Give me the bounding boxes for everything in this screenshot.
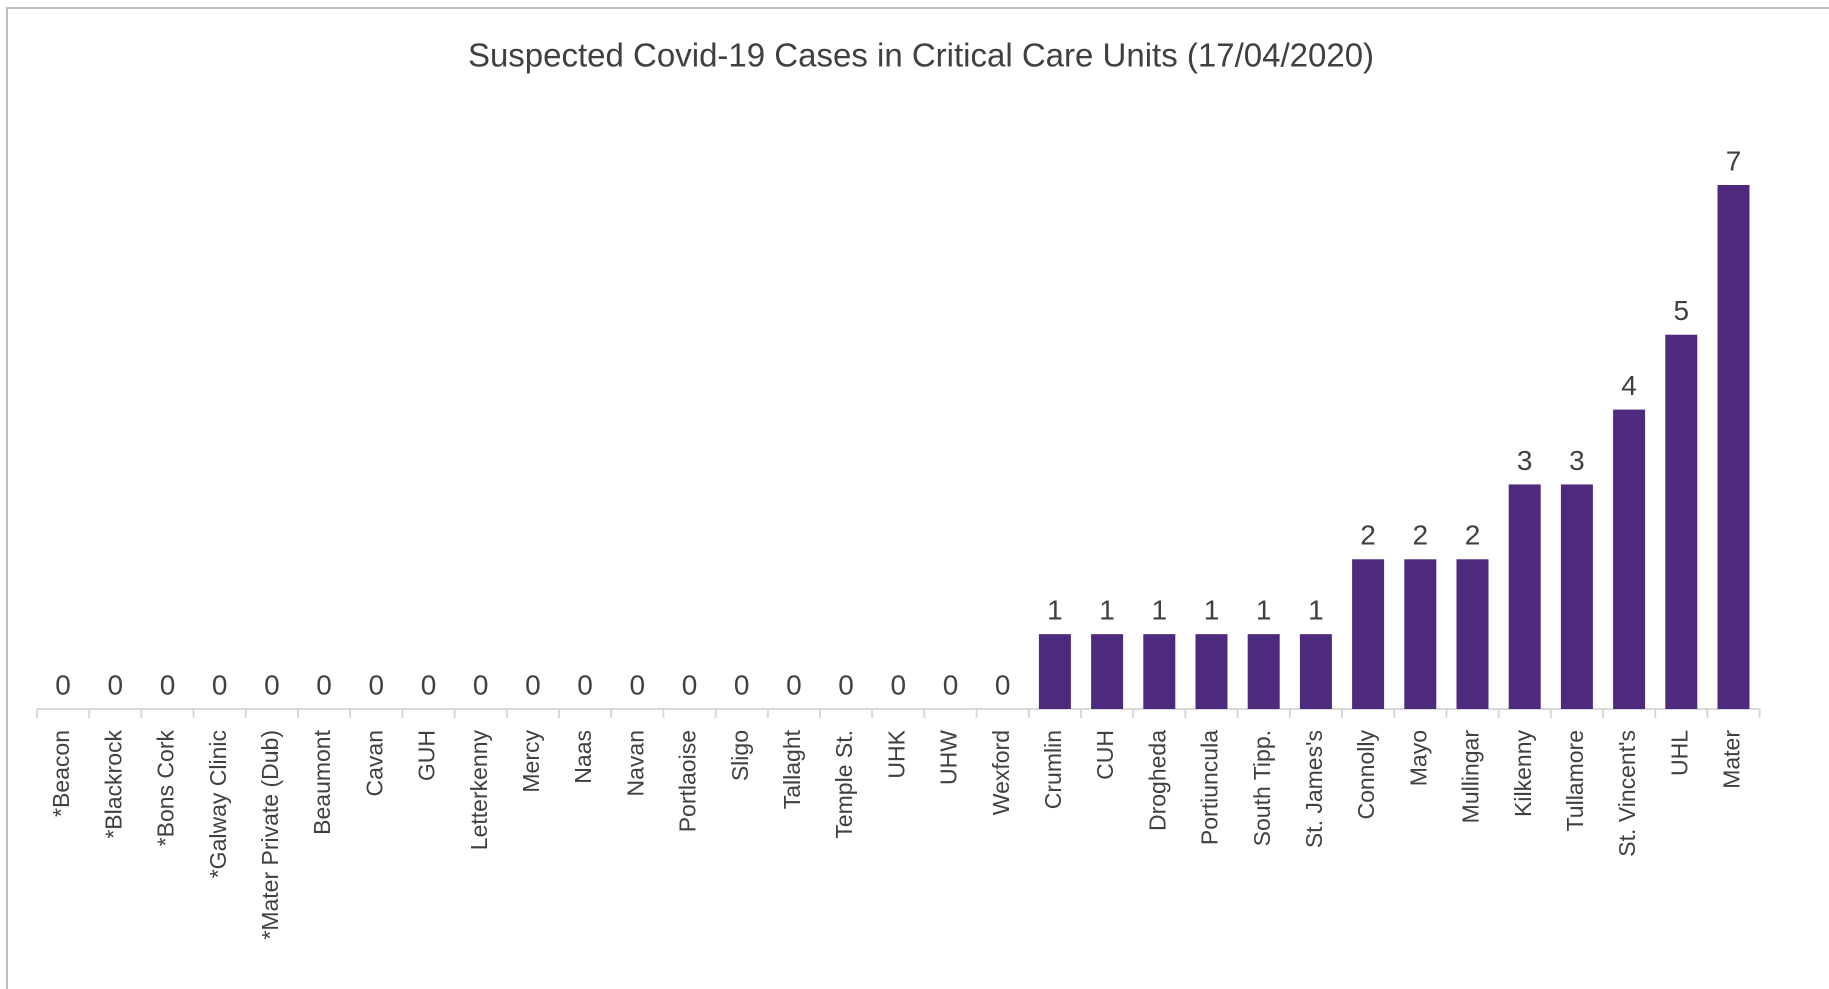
data-label: 4: [1621, 370, 1637, 401]
data-label: 0: [473, 669, 489, 700]
bar: [1299, 634, 1332, 709]
bar: [1560, 484, 1593, 709]
data-label: 3: [1517, 445, 1533, 476]
x-tick-label: UHW: [936, 730, 962, 785]
chart-border: [6, 7, 1829, 989]
x-tick-label: St. James's: [1301, 730, 1327, 848]
x-tick-label: Connolly: [1353, 730, 1379, 820]
bar: [1717, 185, 1750, 709]
data-label: 0: [264, 669, 280, 700]
data-label: 0: [160, 669, 176, 700]
data-label: 1: [1204, 595, 1220, 626]
x-tick-label: Portiuncula: [1197, 730, 1223, 845]
bar: [1091, 634, 1124, 709]
data-label: 2: [1413, 520, 1429, 551]
bar: [1195, 634, 1228, 709]
bar: [1508, 484, 1541, 709]
x-tick-label: UHL: [1666, 730, 1692, 776]
x-tick-label: Navan: [622, 730, 648, 796]
x-tick-label: Portlaoise: [675, 730, 701, 832]
data-label: 7: [1726, 145, 1742, 176]
x-tick-label: Naas: [570, 730, 596, 784]
x-tick-label: Beaumont: [309, 729, 335, 834]
x-tick-label: *Beacon: [48, 730, 74, 817]
bar: [1404, 559, 1437, 709]
x-tick-label: Mayo: [1405, 730, 1431, 786]
x-tick-label: Mater: [1719, 730, 1745, 789]
chart-title: Suspected Covid-19 Cases in Critical Car…: [468, 37, 1374, 74]
bar: [1247, 634, 1280, 709]
data-label: 0: [838, 669, 854, 700]
bar: [1143, 634, 1176, 709]
data-label: 1: [1047, 595, 1063, 626]
x-tick-label: *Mater Private (Dub): [257, 730, 283, 940]
x-tick-label: Cavan: [361, 730, 387, 796]
bar: [1352, 559, 1385, 709]
data-label: 1: [1256, 595, 1272, 626]
data-label: 0: [995, 669, 1011, 700]
data-label: 1: [1152, 595, 1168, 626]
x-tick-label: UHK: [883, 729, 909, 778]
data-label: 0: [943, 669, 959, 700]
bar: [1613, 409, 1646, 709]
data-label: 0: [525, 669, 541, 700]
data-label: 0: [577, 669, 593, 700]
data-label: 0: [316, 669, 332, 700]
x-tick-label: Crumlin: [1040, 730, 1066, 809]
x-tick-label: GUH: [414, 730, 440, 781]
x-tick-label: *Blackrock: [100, 730, 126, 839]
data-label: 0: [786, 669, 802, 700]
x-tick-label: Letterkenny: [466, 730, 492, 851]
data-label: 0: [421, 669, 437, 700]
data-label: 0: [630, 669, 646, 700]
bar: [1456, 559, 1489, 709]
x-tick-label: Tallaght: [779, 729, 805, 809]
data-label: 1: [1308, 595, 1324, 626]
x-tick-label: Tullamore: [1562, 730, 1588, 831]
x-tick-label: St. Vincent's: [1614, 730, 1640, 857]
x-tick-label: Temple St.: [831, 730, 857, 839]
data-label: 3: [1569, 445, 1585, 476]
data-label: 0: [734, 669, 750, 700]
data-label: 0: [108, 669, 124, 700]
x-tick-label: Mullingar: [1458, 730, 1484, 824]
x-tick-label: South Tipp.: [1249, 730, 1275, 846]
x-tick-label: Wexford: [988, 730, 1014, 815]
bar: [1038, 634, 1071, 709]
data-label: 0: [891, 669, 907, 700]
data-label: 0: [212, 669, 228, 700]
x-tick-label: Mercy: [518, 730, 544, 793]
data-label: 2: [1360, 520, 1376, 551]
data-label: 0: [682, 669, 698, 700]
x-tick-label: Drogheda: [1144, 730, 1170, 831]
x-tick-label: *Bons Cork: [153, 730, 179, 847]
data-label: 1: [1099, 595, 1115, 626]
x-tick-label: CUH: [1092, 730, 1118, 780]
bar: [1665, 334, 1698, 709]
data-label: 5: [1674, 295, 1690, 326]
data-label: 2: [1465, 520, 1481, 551]
x-tick-label: Kilkenny: [1510, 730, 1536, 817]
data-label: 0: [369, 669, 385, 700]
x-tick-label: Sligo: [727, 730, 753, 781]
data-label: 0: [55, 669, 71, 700]
x-tick-label: *Galway Clinic: [205, 730, 231, 878]
